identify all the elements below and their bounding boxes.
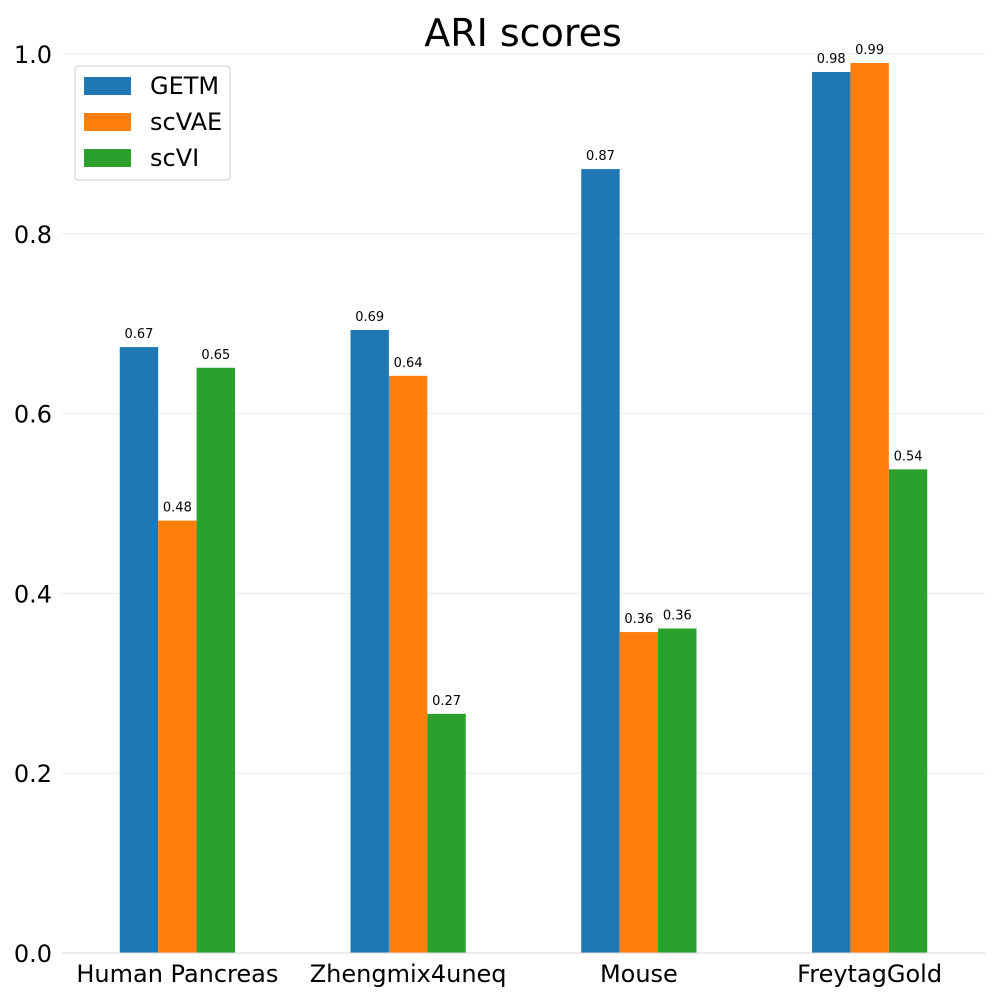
legend-label: scVI	[150, 144, 199, 172]
legend-swatch-scvi	[84, 149, 131, 167]
x-tick-label: Mouse	[600, 960, 678, 988]
x-axis-ticks: Human Pancreas Zhengmix4uneq Mouse FreytagG…	[76, 960, 942, 988]
bar-value-label: 0.54	[894, 449, 923, 464]
y-axis-ticks: 0.0 0.2 0.4 0.6 0.8 1.0	[14, 41, 52, 968]
bar-getm-zhengmix4uneq	[350, 329, 389, 953]
y-tick-label: 0.4	[14, 580, 52, 608]
legend-swatch-getm	[84, 77, 131, 95]
bar-value-label: 0.99	[855, 43, 884, 58]
bar-getm-mouse	[581, 169, 620, 953]
x-tick-label: FreytagGold	[797, 960, 942, 988]
bar-value-label: 0.98	[817, 52, 846, 67]
legend-label: GETM	[150, 72, 219, 100]
y-tick-label: 1.0	[14, 41, 52, 69]
y-tick-label: 0.2	[14, 760, 52, 788]
bar-value-label: 0.87	[586, 149, 615, 164]
bar-scvi-freytaggold	[888, 469, 928, 953]
bar-value-label: 0.69	[355, 310, 384, 325]
x-tick-label: Zhengmix4uneq	[310, 960, 507, 988]
legend: GETM scVAE scVI	[74, 65, 231, 181]
y-tick-label: 0.0	[14, 940, 52, 968]
bar-value-label: 0.36	[624, 612, 653, 627]
bar-getm-human-pancreas	[119, 347, 159, 954]
chart-title: ARI scores	[424, 11, 622, 55]
bar-value-label: 0.65	[201, 348, 230, 363]
bar-value-label: 0.64	[394, 356, 423, 371]
bar-scvi-mouse	[658, 628, 697, 953]
legend-label: scVAE	[150, 108, 222, 136]
y-tick-label: 0.6	[14, 401, 52, 429]
bar-scvae-mouse	[619, 632, 659, 953]
legend-swatch-scvae	[84, 113, 131, 131]
bar-scvae-zhengmix4uneq	[388, 375, 428, 953]
bar-scvae-human-pancreas	[158, 520, 197, 953]
bar-scvi-zhengmix4uneq	[427, 713, 466, 953]
bar-value-label: 0.67	[124, 327, 153, 342]
bar-value-label: 0.36	[663, 608, 692, 623]
y-tick-label: 0.8	[14, 221, 52, 249]
bar-scvae-freytaggold	[850, 62, 889, 954]
x-tick-label: Human Pancreas	[76, 960, 278, 988]
bar-value-label: 0.27	[432, 694, 461, 709]
bar-value-labels: 0.67 0.48 0.65 0.69 0.64 0.27 0.87 0.36 0.36 0.98…	[124, 43, 922, 709]
bars	[119, 62, 928, 954]
bar-value-label: 0.48	[163, 501, 192, 516]
bar-scvi-human-pancreas	[196, 367, 236, 954]
bar-getm-freytaggold	[811, 71, 851, 954]
